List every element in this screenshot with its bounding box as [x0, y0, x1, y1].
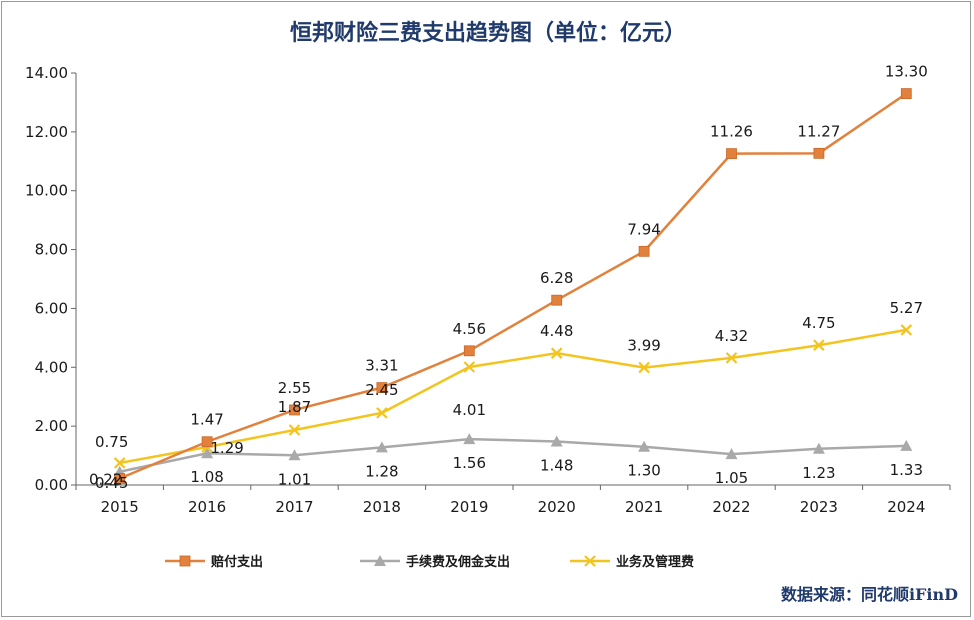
data-label: 1.23	[802, 464, 835, 482]
data-label: 4.32	[715, 327, 748, 345]
data-label: 7.94	[627, 220, 660, 238]
marker-triangle	[288, 449, 301, 461]
marker-triangle	[463, 433, 476, 445]
source-note: 数据来源：同花顺iFinD	[781, 585, 958, 604]
marker-x	[584, 555, 596, 567]
legend-item: 业务及管理费	[570, 554, 694, 570]
data-label: 1.05	[715, 469, 748, 487]
x-tick-label: 2020	[538, 498, 576, 516]
y-tick-label: 10.00	[25, 182, 68, 200]
marker-square	[289, 404, 300, 416]
series-commission	[113, 433, 913, 477]
data-label: 0.45	[95, 474, 128, 492]
data-label: 1.56	[453, 454, 486, 472]
marker-x	[376, 407, 388, 419]
x-tick-label: 2019	[450, 498, 488, 516]
x-tick-label: 2016	[188, 498, 226, 516]
data-label: 4.56	[453, 320, 486, 338]
data-label: 5.27	[890, 299, 923, 317]
data-label: 1.01	[278, 470, 311, 488]
marker-triangle	[900, 439, 913, 451]
marker-x	[463, 361, 476, 373]
marker-triangle	[550, 435, 563, 447]
marker-square	[813, 147, 825, 159]
marker-square	[551, 294, 563, 306]
legend-label: 手续费及佣金支出	[406, 554, 510, 570]
marker-square	[638, 245, 650, 257]
marker-square	[179, 555, 191, 567]
legend-label: 业务及管理费	[616, 554, 694, 570]
series-layer	[113, 88, 913, 484]
marker-square	[726, 148, 737, 160]
x-tick-label: 2018	[363, 498, 401, 516]
data-label: 13.30	[885, 63, 928, 81]
marker-triangle	[725, 448, 738, 460]
data-label: 3.99	[627, 337, 660, 355]
data-label: 2.45	[365, 381, 398, 399]
legend-item: 赔付支出	[165, 554, 263, 570]
series-line	[119, 92, 908, 480]
marker-x	[725, 352, 738, 364]
marker-square	[201, 436, 213, 448]
legend-item: 手续费及佣金支出	[360, 554, 510, 570]
x-tick-label: 2024	[887, 498, 925, 516]
data-label: 1.48	[540, 456, 573, 474]
data-labels: 0.22 1.47 2.55 3.31 4.56 6.28 7.94 11.26 11.27 13…	[89, 63, 928, 492]
data-label: 4.75	[802, 314, 835, 332]
marker-x	[813, 339, 825, 351]
data-label: 11.27	[797, 122, 840, 140]
data-label: 1.29	[210, 439, 243, 457]
x-tick-label: 2015	[101, 498, 139, 516]
marker-x	[900, 324, 913, 336]
legend-label: 赔付支出	[210, 554, 263, 570]
series-line	[119, 328, 907, 465]
y-tick-label: 8.00	[35, 241, 68, 259]
marker-x	[113, 457, 126, 469]
y-tick-label: 4.00	[35, 358, 68, 376]
series-line	[119, 437, 907, 473]
data-label: 0.22	[89, 471, 122, 489]
marker-x	[638, 361, 650, 374]
x-tick-label: 2021	[625, 498, 663, 516]
data-label: 0.75	[95, 433, 128, 451]
marker-square	[463, 345, 475, 357]
data-label: 4.01	[453, 401, 486, 419]
data-label: 1.47	[190, 411, 223, 429]
x-tick-label: 2017	[275, 498, 313, 516]
legend: 赔付支出 手续费及佣金支出 业务及管理费	[165, 554, 694, 570]
data-label: 1.08	[190, 468, 223, 486]
x-tick-label: 2022	[712, 498, 750, 516]
y-tick-label: 0.00	[35, 476, 68, 494]
marker-x	[288, 424, 301, 436]
marker-x	[550, 347, 563, 359]
y-tick-label: 12.00	[25, 123, 68, 141]
data-label: 1.30	[627, 462, 660, 480]
y-tick-label: 6.00	[35, 299, 68, 317]
data-label: 1.33	[890, 461, 923, 479]
y-tick-label: 2.00	[35, 417, 68, 435]
marker-triangle	[374, 555, 386, 566]
marker-triangle	[375, 441, 388, 453]
marker-triangle	[638, 440, 651, 452]
marker-square	[900, 88, 912, 99]
data-label: 11.26	[710, 123, 753, 141]
x-axis-ticks: 2015 2016 2017 2018 2019 2020 2021 2022 2023 2024	[75, 485, 951, 516]
y-tick-label: 14.00	[25, 64, 68, 82]
data-label: 6.28	[540, 269, 573, 287]
data-label: 3.31	[365, 357, 398, 375]
y-axis-ticks: 0.00 2.00 4.00 6.00 8.00 10.00 12.00 14.00	[25, 64, 76, 494]
x-tick-label: 2023	[800, 498, 838, 516]
chart-title: 恒邦财险三费支出趋势图（单位：亿元）	[290, 20, 686, 46]
marker-triangle	[812, 442, 825, 454]
data-label: 1.87	[278, 398, 311, 416]
marker-square	[376, 382, 388, 393]
data-label: 1.28	[365, 462, 398, 480]
marker-square	[114, 473, 126, 484]
marker-triangle	[201, 447, 214, 459]
series-claims	[114, 88, 912, 484]
data-label: 4.48	[540, 322, 573, 340]
data-label: 2.55	[278, 379, 311, 397]
